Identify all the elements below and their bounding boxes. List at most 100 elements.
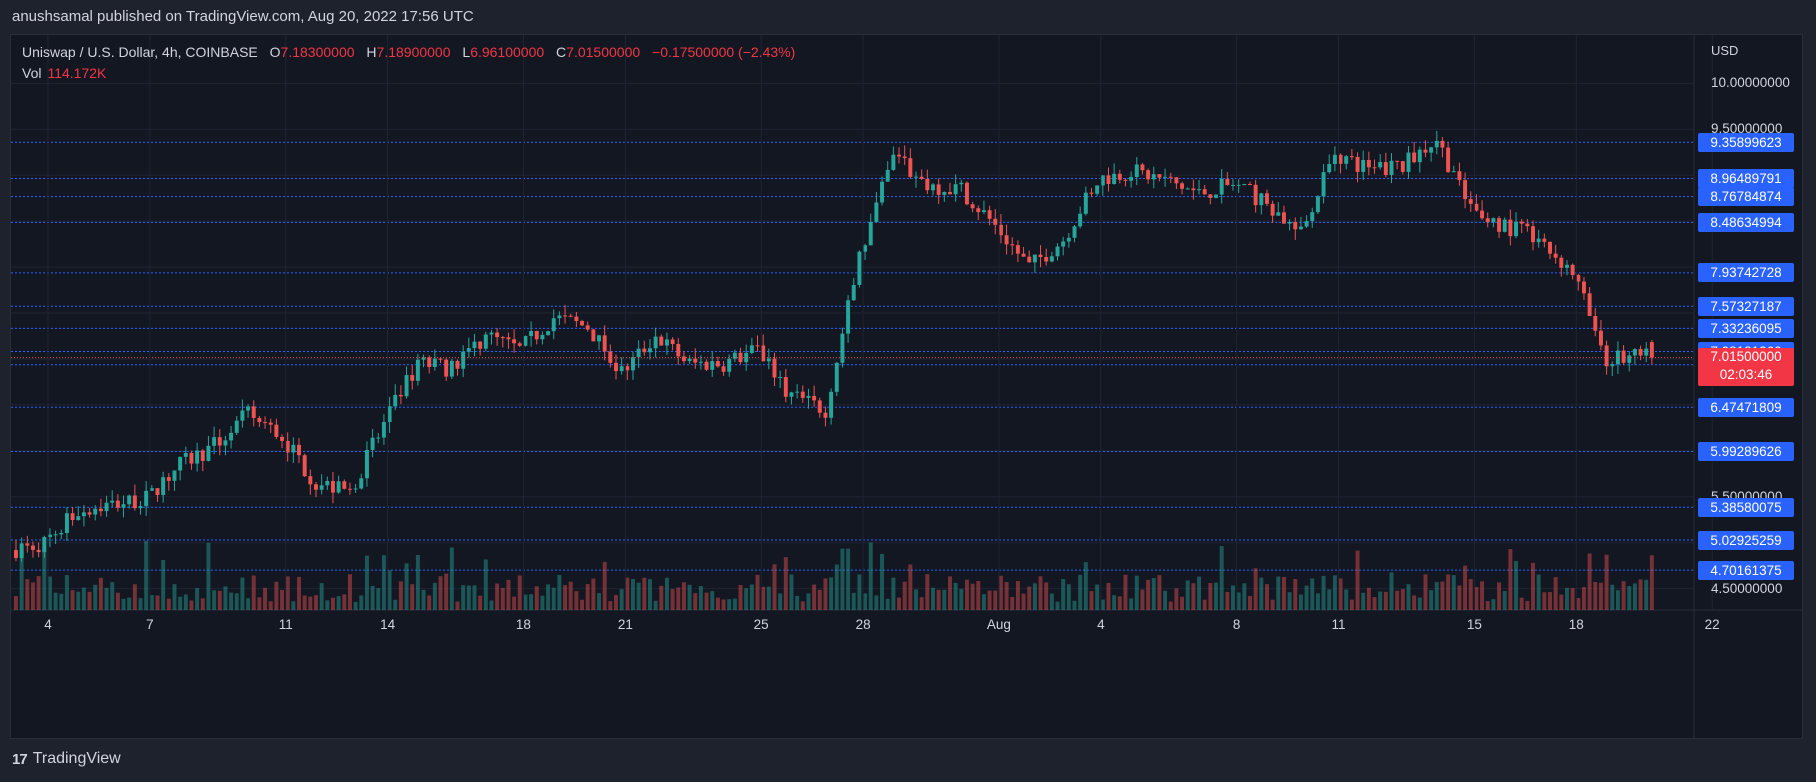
volume-bar (1117, 596, 1122, 610)
price-level-tag[interactable]: 7.57327187 (1698, 296, 1794, 316)
current-price-tag[interactable]: 7.01500000 02:03:46 (1698, 347, 1794, 386)
volume-bar (1457, 585, 1462, 610)
volume-bar (161, 560, 166, 610)
volume-bar (1610, 584, 1615, 610)
volume-bar (1253, 568, 1258, 610)
candle-body (178, 456, 183, 471)
volume-bar (1174, 588, 1179, 610)
candle-body (1072, 226, 1077, 238)
volume-bar (1106, 582, 1111, 610)
price-level-tag[interactable]: 5.99289626 (1698, 441, 1794, 461)
volume-bar (76, 591, 81, 610)
volume-bar (1083, 562, 1088, 610)
candle-body (76, 516, 81, 521)
candle-body (557, 315, 562, 319)
candle-body (127, 495, 132, 505)
candle-body (1259, 193, 1264, 206)
candlestick-chart[interactable] (11, 35, 1803, 739)
volume-bar (1417, 597, 1422, 610)
candle-body (263, 422, 268, 424)
chart-frame[interactable]: Uniswap / U.S. Dollar, 4h, COINBASE O7.1… (10, 34, 1803, 739)
volume-bar (370, 585, 375, 610)
volume-bar (1406, 584, 1411, 610)
volume-value: 114.172K (47, 65, 107, 81)
volume-bar (381, 555, 386, 610)
high-key: H (366, 44, 377, 60)
volume-bar (1219, 546, 1224, 610)
volume-bar (1644, 579, 1649, 610)
volume-bar (25, 579, 30, 610)
candle-body (1078, 213, 1083, 227)
price-level-tag[interactable]: 7.93742728 (1698, 263, 1794, 283)
price-level-tag[interactable]: 8.76784874 (1698, 187, 1794, 207)
candle-body (30, 545, 35, 550)
volume-bar (1180, 596, 1185, 610)
candle-body (1061, 241, 1066, 247)
volume-bar (676, 587, 681, 610)
volume-bar (846, 548, 851, 610)
price-level-tag[interactable]: 5.02925259 (1698, 530, 1794, 550)
price-level-tag[interactable]: 9.35899623 (1698, 132, 1794, 152)
volume-bar (1321, 575, 1326, 610)
volume-bar (829, 577, 834, 610)
candle-body (1638, 349, 1643, 356)
volume-bar (557, 574, 562, 610)
price-tick-label: 10.00000000 (1711, 75, 1790, 91)
candle-body (1587, 293, 1592, 316)
currency-label[interactable]: USD (1711, 43, 1739, 58)
footer: 17 TradingView (12, 750, 121, 768)
volume-bar (1451, 575, 1456, 610)
candle-body (1576, 275, 1581, 282)
volume-bar (1559, 594, 1564, 610)
candle-body (1400, 161, 1405, 172)
candle-body (297, 444, 301, 456)
volume-bar (1078, 574, 1083, 610)
price-level-tag[interactable]: 4.70161375 (1698, 560, 1794, 580)
candle-body (280, 436, 285, 441)
volume-bar (240, 577, 245, 610)
candle-body (415, 359, 420, 381)
volume-bar (1383, 591, 1388, 610)
volume-bar (1372, 597, 1377, 610)
candle-body (1010, 244, 1015, 246)
candle-body (1406, 152, 1411, 172)
candle-body (914, 176, 918, 178)
price-tick-label: 9.50000000 (1711, 121, 1783, 137)
candle-body (1491, 218, 1496, 223)
price-level-tag[interactable]: 6.47471809 (1698, 397, 1794, 417)
price-level-tag[interactable]: 8.96489791 (1698, 168, 1794, 188)
volume-bar (398, 581, 403, 610)
volume-bar (1168, 601, 1173, 610)
volume-bar (659, 585, 664, 610)
volume-bar (891, 577, 896, 610)
volume-bar (1146, 579, 1151, 610)
price-level-tag[interactable]: 7.33236095 (1698, 318, 1794, 338)
candle-body (149, 488, 154, 491)
time-tick-label: 15 (1466, 617, 1482, 632)
price-level-tag[interactable]: 8.48634994 (1698, 212, 1794, 232)
candle-body (466, 348, 471, 352)
candle-body (155, 488, 160, 496)
ohlc-legend: Uniswap / U.S. Dollar, 4h, COINBASE O7.1… (22, 44, 795, 60)
volume-bar (1010, 596, 1015, 610)
candle-body (608, 351, 613, 363)
volume-bar (931, 587, 935, 610)
candle-body (489, 332, 494, 335)
volume-bar (823, 578, 828, 610)
volume-bar (319, 583, 324, 610)
candle-body (1429, 147, 1434, 153)
candle-body (1293, 221, 1298, 230)
candle-body (1508, 219, 1513, 237)
candle-body (1106, 175, 1111, 184)
volume-bar (795, 595, 800, 610)
volume-bar (1100, 599, 1105, 610)
candle-body (1446, 147, 1451, 173)
price-level-tag[interactable]: 5.38580075 (1698, 497, 1794, 517)
candle-body (314, 484, 318, 490)
volume-bar (1531, 562, 1535, 610)
candle-body (1389, 160, 1394, 175)
candle-body (1180, 183, 1185, 189)
volume-bar (936, 589, 941, 610)
candle-body (217, 437, 222, 446)
candle-body (755, 345, 760, 347)
